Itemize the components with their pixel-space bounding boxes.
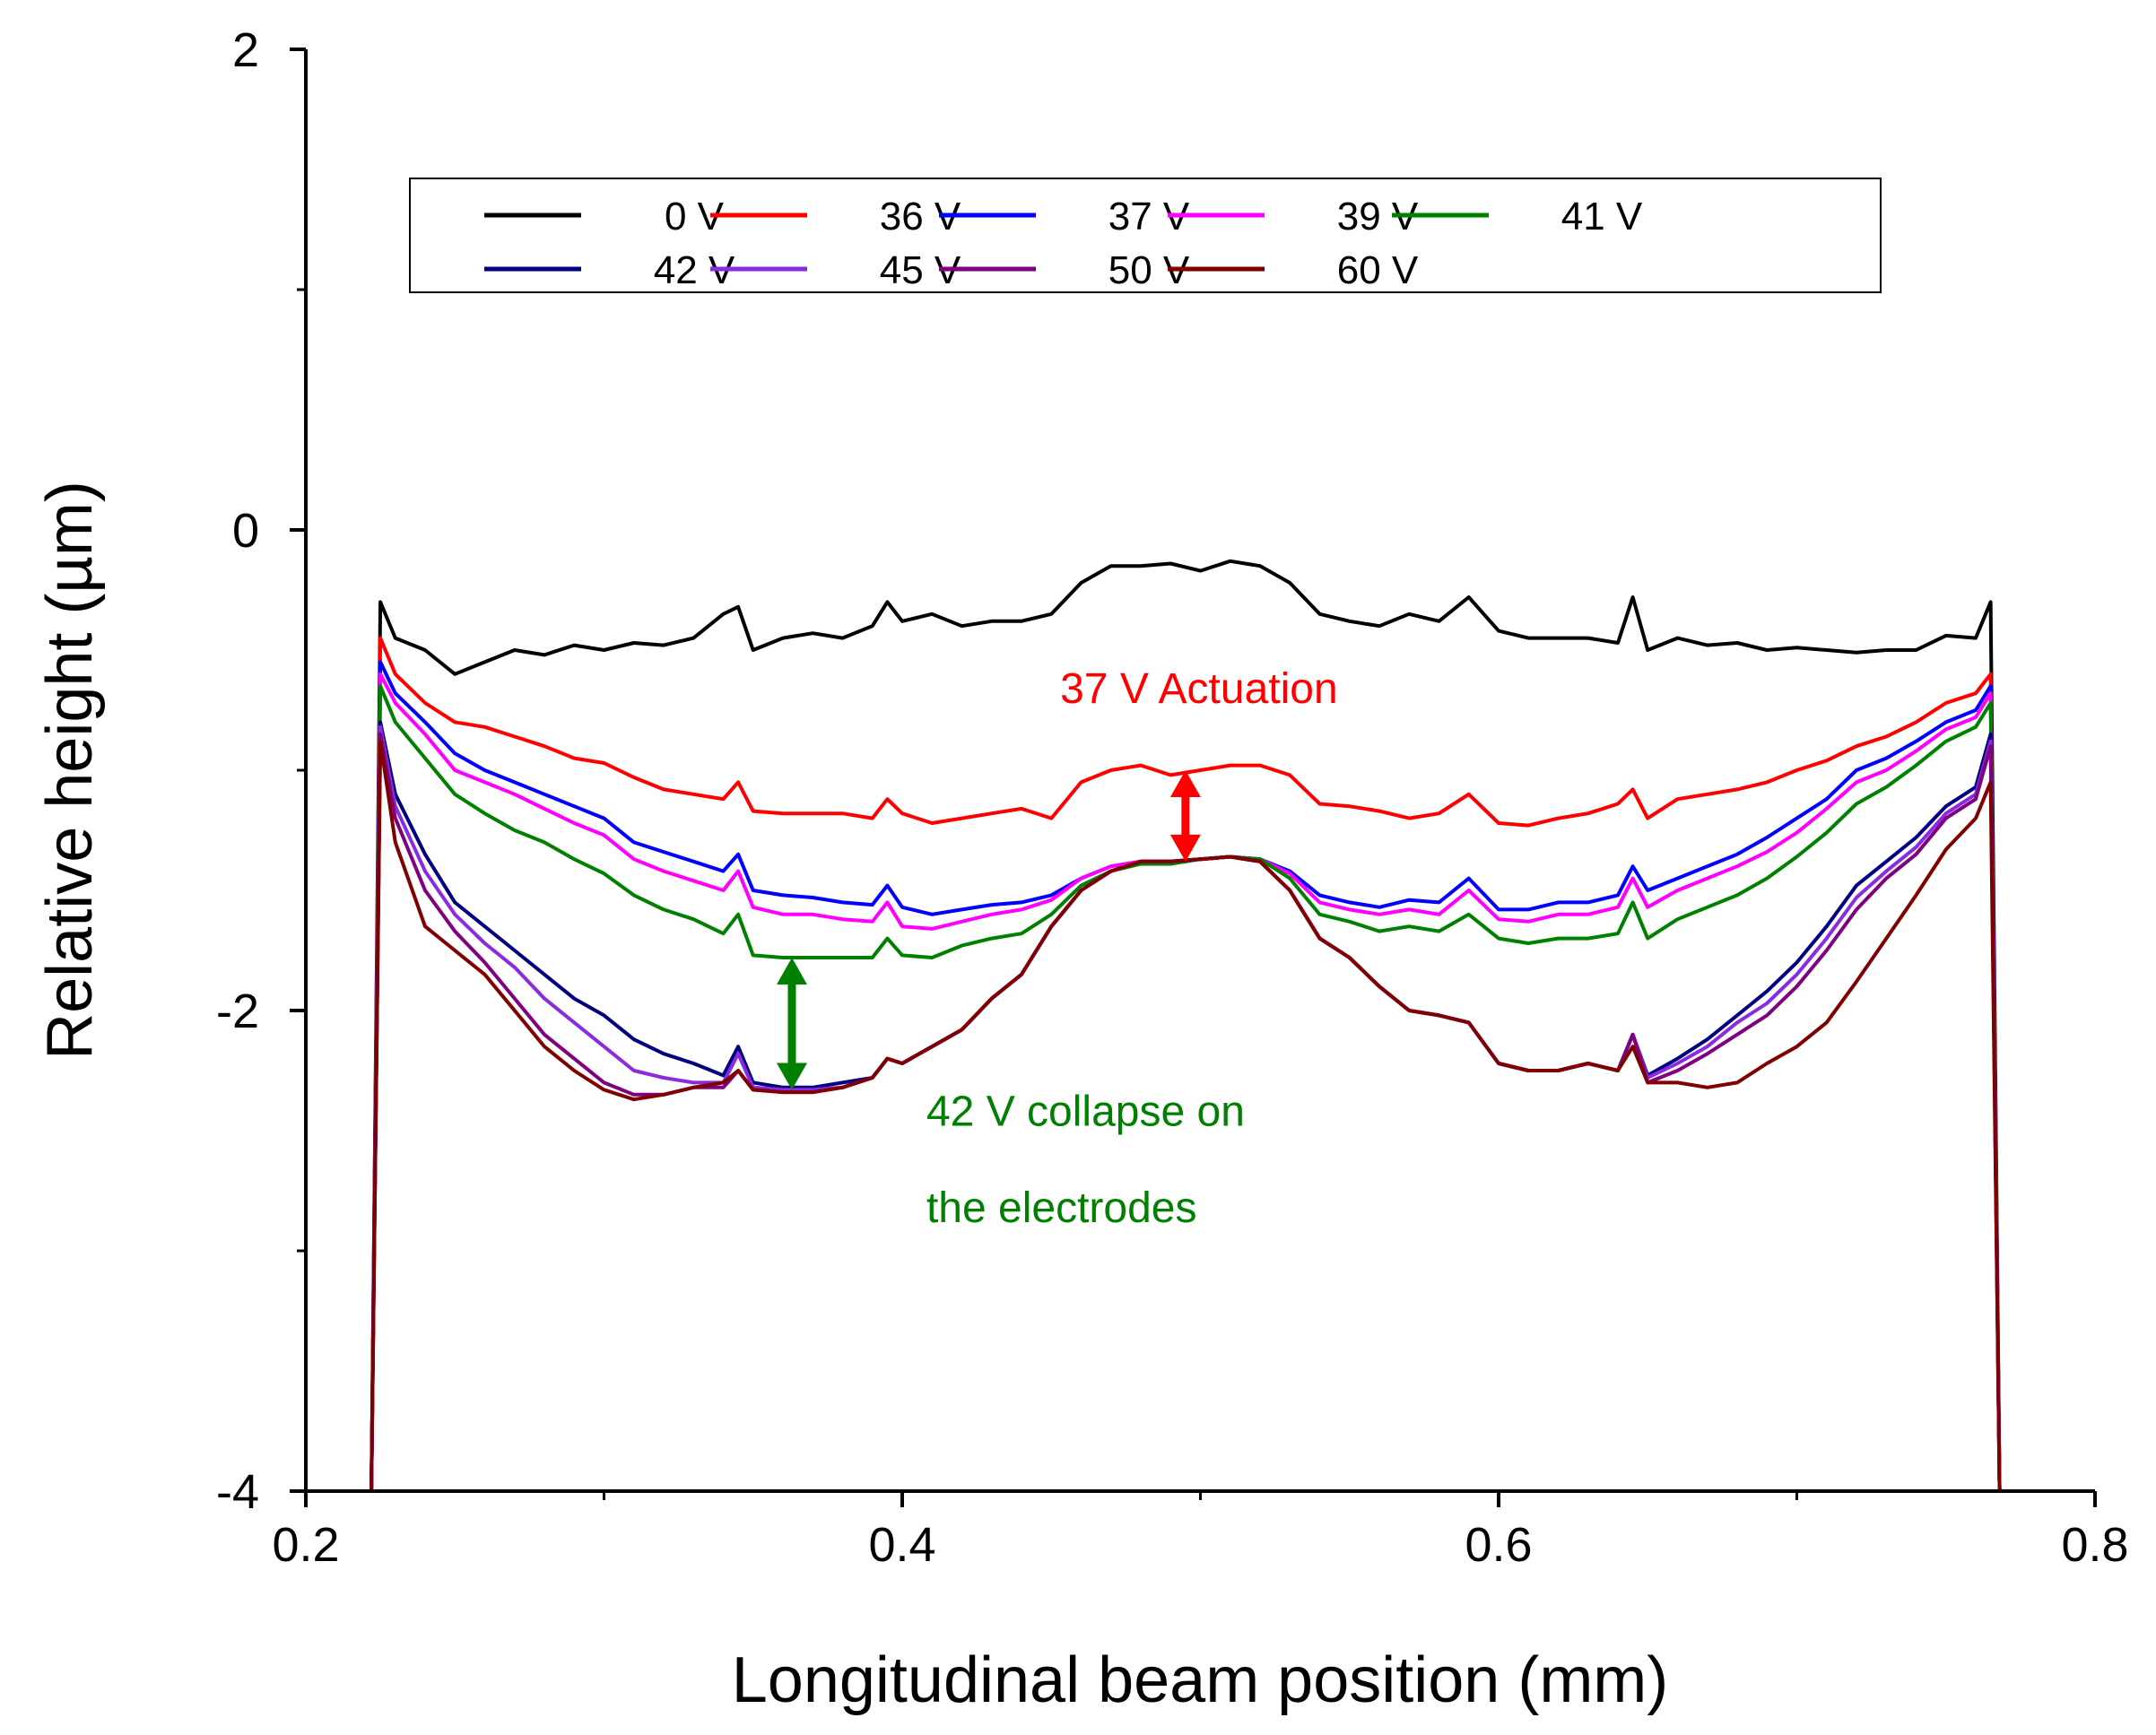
x-tick-label: 0.8 <box>2061 1518 2128 1572</box>
x-axis-label: Longitudinal beam position (mm) <box>732 1644 1669 1716</box>
annotation-text: the electrodes <box>926 1184 1197 1232</box>
legend-label: 41 V <box>1561 195 1643 239</box>
double-arrow <box>1169 770 1201 862</box>
annotation-text: 37 V Actuation <box>1060 665 1338 713</box>
x-tick-label: 0.6 <box>1465 1518 1532 1572</box>
annotation-text: 42 V collapse on <box>926 1089 1245 1136</box>
series-line-0v <box>369 559 2002 1492</box>
double-arrow <box>776 958 807 1090</box>
y-tick-label: 0 <box>232 504 259 558</box>
y-tick-label: 2 <box>232 23 259 77</box>
arrow-layer <box>776 770 1201 1090</box>
x-tick-label: 0.2 <box>272 1518 339 1572</box>
series-layer <box>369 559 2002 1492</box>
arrow-head-down <box>776 1063 807 1090</box>
y-axis-label: Relative height (µm) <box>34 481 106 1060</box>
legend-label: 60 V <box>1337 248 1419 292</box>
tick-layer: 0.2 0.4 0.6 0.8 -4 -2 0 2 <box>216 23 2129 1572</box>
y-tick-label: -4 <box>216 1465 259 1519</box>
series-line-60v <box>369 739 2002 1492</box>
arrow-head-down <box>1169 834 1201 862</box>
x-tick-label: 0.4 <box>868 1518 935 1572</box>
legend: 0 V 36 V 37 V 39 V 41 V42 V 45 V 50 V 60 V <box>409 178 1882 293</box>
arrow-head-up <box>1169 770 1201 797</box>
series-line-41v <box>369 684 2002 1492</box>
annotation-layer: 37 V Actuation 42 V collapse on the electr… <box>926 665 1338 1232</box>
legend-box <box>409 178 1882 293</box>
arrow-head-up <box>776 958 807 985</box>
series-line-36v <box>369 636 2002 1492</box>
y-tick-label: -2 <box>216 985 259 1038</box>
